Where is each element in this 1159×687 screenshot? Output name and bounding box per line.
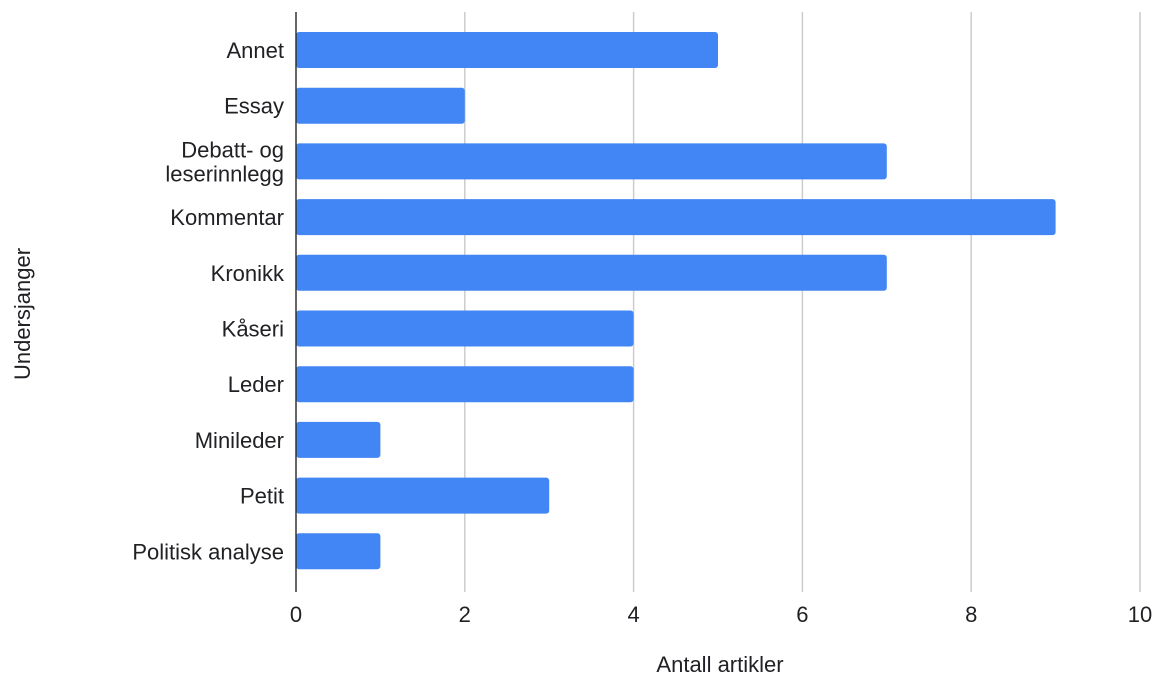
category-label: Annet xyxy=(227,38,285,63)
category-label: Petit xyxy=(240,484,284,509)
grid-layer xyxy=(464,12,1141,592)
bar xyxy=(296,533,381,570)
bar xyxy=(296,477,550,514)
x-tick-label: 2 xyxy=(459,602,471,627)
x-tick-label: 10 xyxy=(1128,602,1152,627)
category-label: Kronikk xyxy=(211,261,285,286)
bar xyxy=(296,421,381,458)
category-label: Leder xyxy=(228,372,284,397)
bar xyxy=(296,366,634,403)
category-label: Minileder xyxy=(195,428,284,453)
bar-layer xyxy=(296,32,1056,570)
bar xyxy=(296,254,887,291)
bar xyxy=(296,199,1056,236)
category-label: Politisk analyse xyxy=(132,539,284,564)
x-tick-label: 0 xyxy=(290,602,302,627)
x-tick-label: 6 xyxy=(796,602,808,627)
bar xyxy=(296,143,887,180)
x-axis-title: Antall artikler xyxy=(656,652,783,677)
category-label: Debatt- og xyxy=(181,137,284,162)
category-label: Essay xyxy=(224,94,284,119)
x-tick-label: 4 xyxy=(627,602,639,627)
bar xyxy=(296,32,718,68)
category-label: Kåseri xyxy=(222,317,284,342)
y-axis-title: Undersjanger xyxy=(10,248,35,380)
bar xyxy=(296,87,465,124)
category-label: Kommentar xyxy=(170,205,284,230)
category-label: leserinnlegg xyxy=(165,161,284,186)
bar xyxy=(296,310,634,347)
x-tick-label: 8 xyxy=(965,602,977,627)
